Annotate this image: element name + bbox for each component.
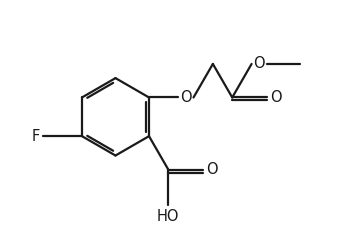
Text: F: F xyxy=(32,129,40,144)
Text: O: O xyxy=(270,90,281,105)
Text: O: O xyxy=(180,90,192,105)
Text: HO: HO xyxy=(157,209,180,224)
Text: O: O xyxy=(206,162,217,177)
Text: O: O xyxy=(253,56,265,71)
